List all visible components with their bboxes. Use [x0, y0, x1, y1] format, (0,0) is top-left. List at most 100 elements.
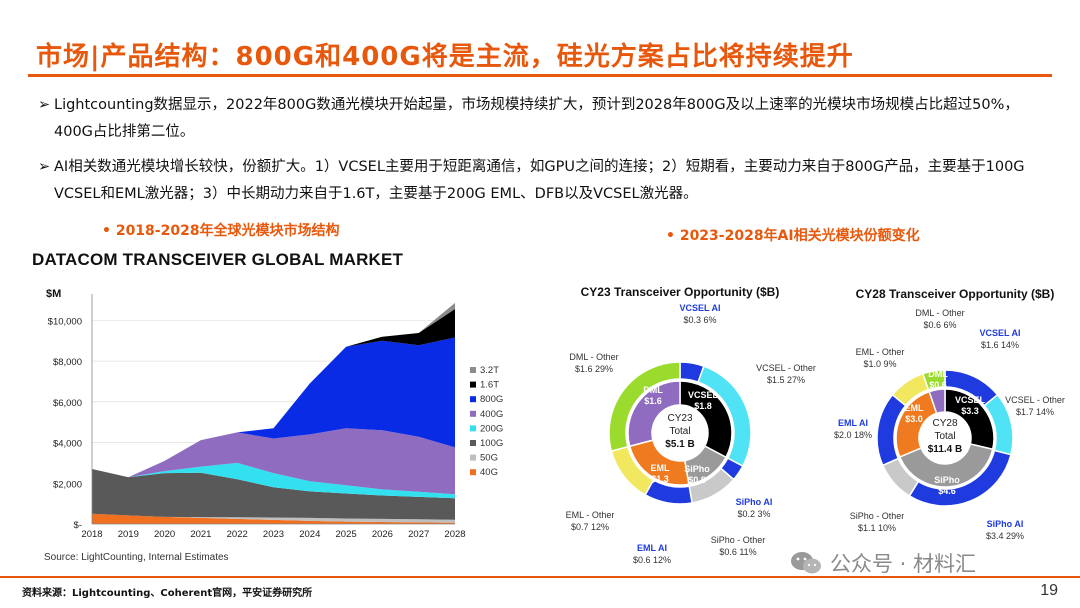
- outer-label: VCSEL - Other: [1005, 395, 1065, 405]
- x-tick-label: 2024: [299, 529, 320, 540]
- x-tick-label: 2023: [263, 529, 284, 540]
- legend-label: 1.6T: [480, 380, 499, 391]
- outer-label: DML - Other: [569, 352, 618, 362]
- y-tick-label: $4,000: [53, 439, 82, 450]
- x-tick-label: 2018: [81, 529, 102, 540]
- subtitle-left: • 2018-2028年全球光模块市场结构: [102, 223, 340, 239]
- outer-value: $1.6 14%: [981, 340, 1019, 350]
- footer-source: 资料来源：Lightcounting、Coherent官网，平安证券研究所: [22, 588, 313, 599]
- arrow-icon: ➢: [38, 159, 51, 175]
- outer-value: $2.0 18%: [834, 430, 872, 440]
- area-series-100G: [92, 469, 455, 520]
- inner-label: DML: [643, 385, 663, 395]
- footer-divider: [0, 576, 1080, 578]
- subtitle-right: • 2023-2028年AI相关光模块份额变化: [666, 228, 920, 244]
- legend-swatch: [470, 425, 476, 432]
- legend-swatch: [470, 454, 476, 461]
- outer-value: $1.6 29%: [575, 364, 613, 374]
- area-series-50G: [92, 513, 455, 523]
- inner-value: $4.6: [938, 486, 956, 496]
- outer-label: DML - Other: [915, 308, 964, 318]
- legend-swatch: [470, 367, 476, 373]
- y-tick-label: $2,000: [53, 479, 82, 490]
- outer-label: VCSEL - Other: [756, 363, 816, 373]
- outer-label: VCSEL AI: [979, 328, 1020, 338]
- x-tick-label: 2020: [154, 529, 175, 540]
- legend-label: 3.2T: [480, 365, 499, 376]
- donut-center-value: $11.4 B: [928, 444, 962, 455]
- wechat-icon: [791, 552, 821, 574]
- legend-label: 40G: [480, 467, 498, 478]
- area-series-200G: [92, 462, 455, 499]
- y-tick-label: $10,000: [48, 316, 82, 327]
- donut-title: CY28 Transceiver Opportunity ($B): [856, 287, 1055, 301]
- y-tick-label: $6,000: [53, 398, 82, 409]
- outer-value: $0.2 3%: [737, 509, 770, 519]
- page-title: 市场|产品结构：800G和400G将是主流，硅光方案占比将持续提升: [36, 42, 854, 72]
- watermark-text: 公众号 · 材料汇: [830, 552, 977, 576]
- inner-slice: [898, 443, 994, 488]
- inner-slice: [928, 388, 946, 415]
- area-series-400G: [92, 428, 455, 495]
- area-series-40G: [92, 513, 455, 524]
- legend-swatch: [470, 440, 476, 446]
- legend-label: 400G: [480, 409, 503, 420]
- outer-label: SiPho - Other: [850, 511, 905, 521]
- inner-value: $1.3: [651, 474, 669, 484]
- inner-value: $3.0: [905, 414, 923, 424]
- inner-value: $0.6: [929, 380, 947, 390]
- bullet-text: AI相关数通光模块增长较快，份额扩大。1）VCSEL主要用于短距离通信，如GPU…: [54, 159, 1025, 202]
- outer-value: $0.6 11%: [719, 547, 756, 557]
- outer-label: SiPho AI: [736, 497, 773, 507]
- outer-value: $0.3 6%: [683, 315, 716, 325]
- market-chart-title: DATACOM TRANSCEIVER GLOBAL MARKET: [32, 250, 404, 269]
- outer-value: $0.6 12%: [633, 555, 671, 565]
- outer-value: $1.7 14%: [1016, 407, 1054, 417]
- outer-label: EML - Other: [856, 347, 905, 357]
- outer-value: $1.0 9%: [863, 359, 896, 369]
- donut-chart: CY28 Transceiver Opportunity ($B) CY28 Tot…: [834, 287, 1065, 541]
- donut-center-value: $5.1 B: [665, 439, 694, 450]
- x-tick-label: 2027: [408, 529, 429, 540]
- y-tick-label: $-: [74, 520, 82, 531]
- outer-label: VCSEL AI: [679, 303, 720, 313]
- donut-chart: CY23 Transceiver Opportunity ($B) CY23 Tot…: [566, 285, 816, 565]
- inner-value: $0.8: [688, 475, 706, 485]
- outer-label: SiPho - Other: [711, 535, 766, 545]
- legend-label: 200G: [480, 423, 503, 434]
- inner-label: EML: [905, 403, 925, 413]
- outer-slice: [608, 361, 681, 452]
- x-tick-label: 2028: [444, 529, 465, 540]
- x-tick-label: 2026: [372, 529, 393, 540]
- x-tick-label: 2025: [336, 529, 357, 540]
- bullet-list: ➢ Lightcounting数据显示，2022年800G数通光模块开始起量，市…: [38, 92, 1048, 216]
- donut-center-label: CY28: [932, 418, 957, 429]
- inner-value: $3.3: [961, 406, 979, 416]
- outer-label: EML AI: [637, 543, 667, 553]
- inner-label: DML: [928, 369, 948, 379]
- outer-value: $3.4 29%: [986, 531, 1024, 541]
- outer-slice: [921, 369, 946, 391]
- watermark: 公众号 · 材料汇: [790, 548, 976, 578]
- donut-center-sub: Total: [669, 426, 690, 437]
- x-tick-label: 2021: [190, 529, 211, 540]
- inner-value: $1.6: [644, 396, 662, 406]
- outer-value: $0.6 6%: [923, 320, 956, 330]
- inner-label: VCSEL: [688, 390, 719, 400]
- inner-label: SiPho: [684, 464, 710, 474]
- arrow-icon: ➢: [38, 97, 51, 113]
- inner-label: VCSEL: [955, 395, 986, 405]
- inner-value: $1.8: [694, 401, 712, 411]
- y-axis-label: $M: [46, 288, 61, 300]
- area-series-800G: [92, 337, 455, 478]
- title-divider: [28, 74, 1052, 77]
- legend-swatch: [470, 381, 476, 388]
- y-tick-label: $8,000: [53, 357, 82, 368]
- x-tick-label: 2019: [118, 529, 139, 540]
- legend-label: 100G: [480, 438, 503, 449]
- chart-source: Source: LightCounting, Internal Estimate…: [44, 552, 229, 563]
- donut-center-label: CY23: [667, 413, 692, 424]
- legend-swatch: [470, 410, 476, 417]
- outer-value: $1.1 10%: [858, 523, 896, 533]
